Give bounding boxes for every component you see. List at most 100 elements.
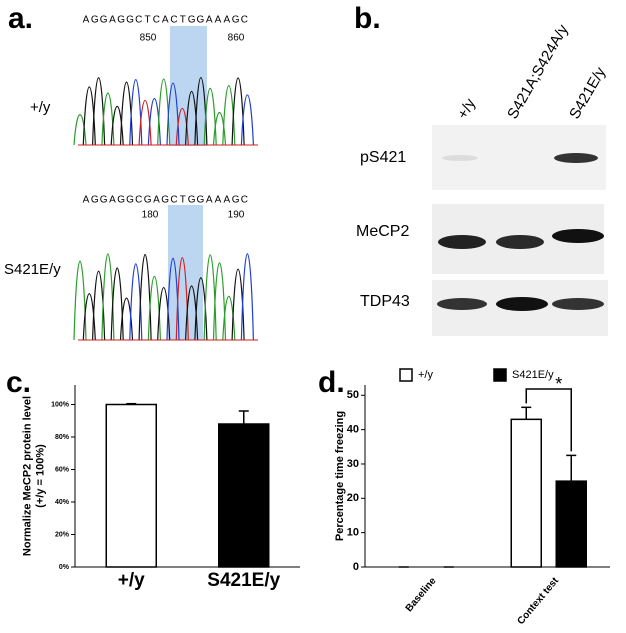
- panel-label: a.: [8, 2, 33, 35]
- legend-swatch: [399, 368, 413, 382]
- column-label: S421E/y: [566, 64, 609, 122]
- base-letter: C: [170, 195, 177, 206]
- row-label: MeCP2: [356, 223, 409, 240]
- row-label: pS421: [360, 149, 406, 166]
- trace-peak: [73, 261, 87, 341]
- y-tick-label: 100%: [51, 401, 70, 408]
- base-letter: C: [135, 195, 142, 206]
- trace-peak: [222, 295, 236, 341]
- position-label: 850: [140, 33, 157, 44]
- highlight: [170, 26, 207, 146]
- legend-label: S421E/y: [512, 369, 554, 381]
- base-letter: G: [188, 15, 196, 26]
- base-letter: A: [153, 195, 160, 206]
- bar: [218, 423, 270, 568]
- base-letter: A: [223, 15, 230, 26]
- base-letter: A: [162, 15, 169, 26]
- trace-peak: [175, 108, 189, 146]
- trace-peak: [185, 91, 199, 146]
- y-tick-label: 20: [347, 492, 359, 504]
- y-axis-label: Percentage time freezing: [334, 411, 346, 541]
- base-letter: G: [117, 15, 125, 26]
- trace-peak: [110, 267, 124, 341]
- trace-peak: [231, 268, 245, 341]
- y-tick-label: 50: [347, 389, 359, 401]
- x-tick-label: +/y: [118, 570, 145, 591]
- annotation: *: [555, 374, 562, 394]
- base-letter: A: [83, 15, 90, 26]
- x-tick-label: S421E/y: [207, 570, 280, 591]
- chromatograms: [73, 76, 258, 341]
- bar: [105, 403, 157, 568]
- trace-peak: [240, 94, 254, 146]
- trace-peak: [194, 277, 208, 341]
- base-letter: A: [109, 195, 116, 206]
- trace-peak: [82, 86, 96, 146]
- base-letter: G: [91, 195, 99, 206]
- column-label: +/y: [454, 95, 479, 122]
- legend-label: +/y: [418, 369, 433, 381]
- trace-peak: [240, 253, 254, 341]
- base-letter: A: [215, 195, 222, 206]
- trace-peak: [92, 270, 106, 341]
- trace-peak: [175, 256, 189, 341]
- base-letter: G: [144, 195, 152, 206]
- base-letter: A: [215, 15, 222, 26]
- trace-peak: [212, 262, 227, 341]
- trace-peak: [147, 97, 161, 146]
- y-tick-label: 20%: [55, 531, 70, 538]
- trace-peak: [119, 297, 134, 341]
- y-axis-label: (+/y = 100%): [34, 444, 46, 508]
- x-tick-label: Context test: [515, 575, 561, 627]
- x-tick-label: Baseline: [404, 575, 439, 614]
- y-tick-label: 0%: [59, 564, 70, 571]
- trace-peak: [212, 111, 227, 146]
- trace-peak: [203, 88, 217, 146]
- base-letter: T: [145, 15, 151, 26]
- y-tick-label: 30: [347, 458, 359, 470]
- trace-peak: [222, 85, 236, 146]
- bar: [510, 418, 542, 568]
- base-letter: G: [126, 15, 134, 26]
- y-tick-label: 40%: [55, 499, 70, 506]
- panel-label: c.: [6, 366, 31, 399]
- base-letter: G: [91, 15, 99, 26]
- base-letter: G: [126, 195, 134, 206]
- base-letter: A: [206, 15, 213, 26]
- column-label: S421A;S424A/y: [504, 21, 572, 122]
- y-tick-label: 60%: [55, 466, 70, 473]
- trace-peak: [73, 114, 87, 146]
- base-letter: G: [100, 195, 108, 206]
- panel-label: b.: [354, 2, 381, 35]
- base-letter: G: [188, 195, 196, 206]
- row-label: TDP43: [360, 293, 410, 310]
- y-tick-label: 80%: [55, 434, 70, 441]
- significance-bracket: [525, 388, 572, 452]
- base-letter: G: [232, 195, 240, 206]
- base-letter: C: [135, 15, 142, 26]
- row-label: +/y: [30, 99, 51, 116]
- base-letter: C: [170, 15, 177, 26]
- trace-peak: [185, 285, 199, 341]
- base-letter: A: [206, 195, 213, 206]
- position-label: 180: [142, 210, 159, 221]
- base-letter: G: [161, 195, 169, 206]
- y-tick-label: 10: [347, 527, 359, 539]
- charts: 0% 20% 40% 60% 80% 100% Normalize MeCP2 protei…: [21, 368, 610, 627]
- base-letter: A: [83, 195, 90, 206]
- blots: [432, 125, 608, 336]
- base-letter: T: [180, 15, 186, 26]
- base-letter: C: [153, 15, 160, 26]
- y-tick-label: 40: [347, 424, 359, 436]
- bar: [555, 480, 587, 568]
- trace-peak: [110, 106, 124, 146]
- row-label: S421E/y: [4, 261, 61, 278]
- legend-swatch: [493, 368, 507, 382]
- base-letter: G: [100, 15, 108, 26]
- base-letter: C: [241, 195, 248, 206]
- base-letter: G: [197, 15, 205, 26]
- panel-label: d.: [318, 366, 345, 399]
- base-letter: A: [109, 15, 116, 26]
- trace-peak: [138, 99, 152, 146]
